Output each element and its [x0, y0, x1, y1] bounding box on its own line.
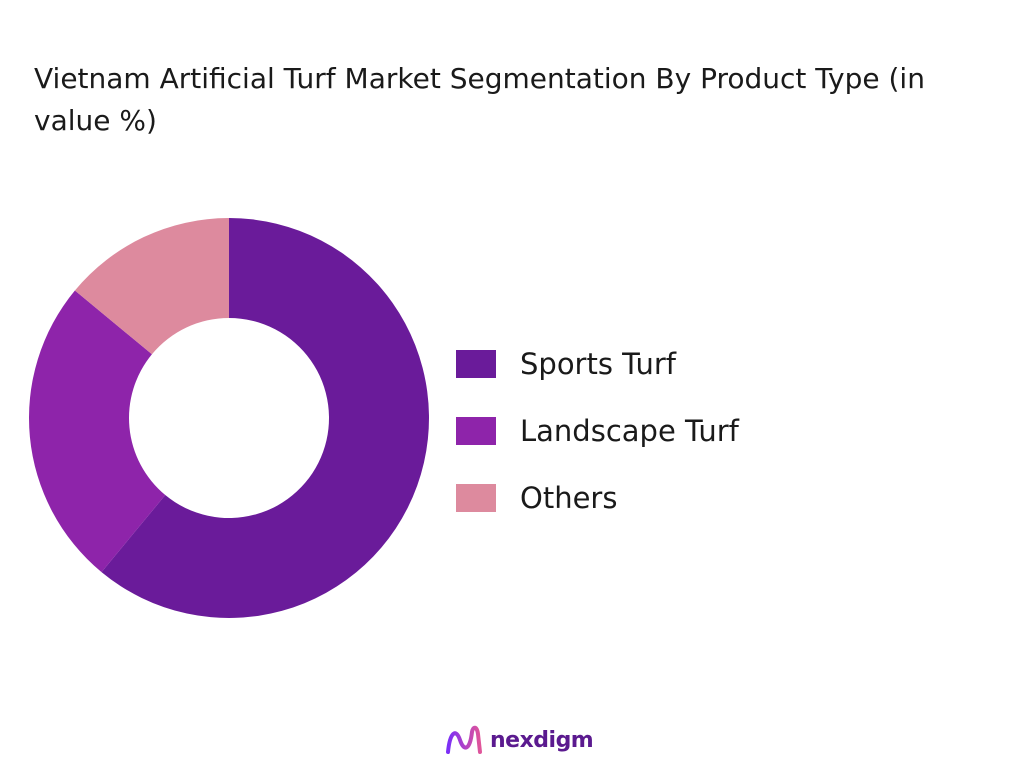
donut-slice-landscape-turf	[28, 290, 166, 573]
chart-title: Vietnam Artificial Turf Market Segmentat…	[34, 62, 925, 137]
legend-label-sports-turf: Sports Turf	[520, 346, 677, 381]
legend-swatch-landscape-turf	[456, 416, 496, 445]
nexdigm-logo: nexdigm	[444, 722, 594, 758]
legend-item-others: Others	[456, 464, 739, 531]
nexdigm-logo-icon	[446, 725, 482, 754]
chart-legend: Sports Turf Landscape Turf Others	[456, 330, 739, 531]
legend-swatch-sports-turf	[456, 349, 496, 378]
legend-swatch-others	[456, 483, 496, 512]
legend-item-landscape-turf: Landscape Turf	[456, 397, 739, 464]
donut-slices	[28, 218, 430, 619]
legend-item-sports-turf: Sports Turf	[456, 330, 739, 397]
donut-slice-others	[74, 218, 229, 355]
nexdigm-logo-text: nexdigm	[490, 727, 594, 753]
donut-slice-sports-turf	[101, 218, 430, 619]
legend-label-landscape-turf: Landscape Turf	[520, 413, 739, 448]
legend-label-others: Others	[520, 480, 618, 515]
